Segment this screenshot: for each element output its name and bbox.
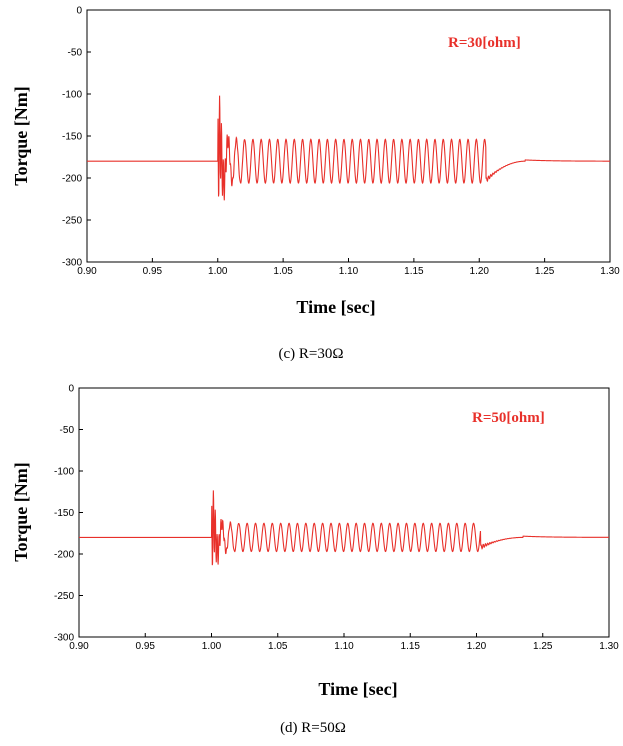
axis-ticks: 0.90 0.95 1.00 1.05 1.10 1.15 1.20 1.25 1.30 0 -50… [54, 384, 619, 653]
torque-chart-r30: 0.90 0.95 1.00 1.05 1.10 1.15 1.20 1.25 1.30 0 -50… [11, 6, 620, 363]
resistance-annotation: R=50[ohm] [472, 410, 545, 426]
x-tick-label: 1.00 [202, 641, 222, 652]
axis-ticks: 0.90 0.95 1.00 1.05 1.10 1.15 1.20 1.25 1.30 0 -50… [62, 6, 620, 278]
x-axis-label: Time [sec] [318, 679, 397, 699]
torque-chart-r50: 0.90 0.95 1.00 1.05 1.10 1.15 1.20 1.25 1.30 0 -50… [11, 384, 619, 737]
x-tick-label: 0.95 [143, 266, 163, 277]
y-tick-label: 0 [68, 384, 74, 395]
plot-frame [78, 387, 610, 638]
x-tick-label: 1.25 [535, 266, 555, 277]
x-tick-label: 1.00 [208, 266, 228, 277]
torque-series-line [87, 95, 610, 201]
y-tick-label: -150 [54, 508, 74, 519]
y-tick-label: -300 [62, 258, 82, 269]
torque-series-line [79, 490, 609, 566]
x-tick-label: 1.20 [467, 641, 487, 652]
y-tick-label: -250 [54, 591, 74, 602]
x-tick-label: 1.15 [404, 266, 424, 277]
y-axis-label: Torque [Nm] [11, 462, 31, 562]
x-tick-label: 1.10 [339, 266, 359, 277]
resistance-annotation: R=30[ohm] [448, 35, 521, 51]
y-tick-label: 0 [76, 6, 82, 17]
y-tick-label: -250 [62, 216, 82, 227]
x-tick-label: 1.30 [599, 641, 619, 652]
y-tick-label: -100 [62, 90, 82, 101]
x-tick-label: 1.10 [334, 641, 354, 652]
x-axis-label: Time [sec] [296, 297, 375, 317]
y-tick-label: -200 [62, 174, 82, 185]
figure-caption: (d) R=50Ω [280, 720, 346, 736]
x-tick-label: 1.25 [533, 641, 553, 652]
x-tick-label: 1.30 [600, 266, 620, 277]
x-tick-label: 1.05 [273, 266, 293, 277]
y-tick-label: -200 [54, 550, 74, 561]
figure-caption: (c) R=30Ω [278, 346, 343, 362]
x-tick-label: 1.20 [470, 266, 490, 277]
y-axis-label: Torque [Nm] [11, 86, 31, 186]
x-tick-label: 0.90 [77, 266, 97, 277]
y-tick-label: -50 [68, 48, 83, 59]
x-tick-label: 0.95 [136, 641, 156, 652]
x-tick-label: 1.05 [268, 641, 288, 652]
y-tick-label: -300 [54, 633, 74, 644]
x-tick-label: 0.90 [69, 641, 89, 652]
y-tick-label: -150 [62, 132, 82, 143]
x-tick-label: 1.15 [401, 641, 421, 652]
y-tick-label: -100 [54, 467, 74, 478]
plot-frame [86, 9, 611, 263]
y-tick-label: -50 [60, 425, 75, 436]
